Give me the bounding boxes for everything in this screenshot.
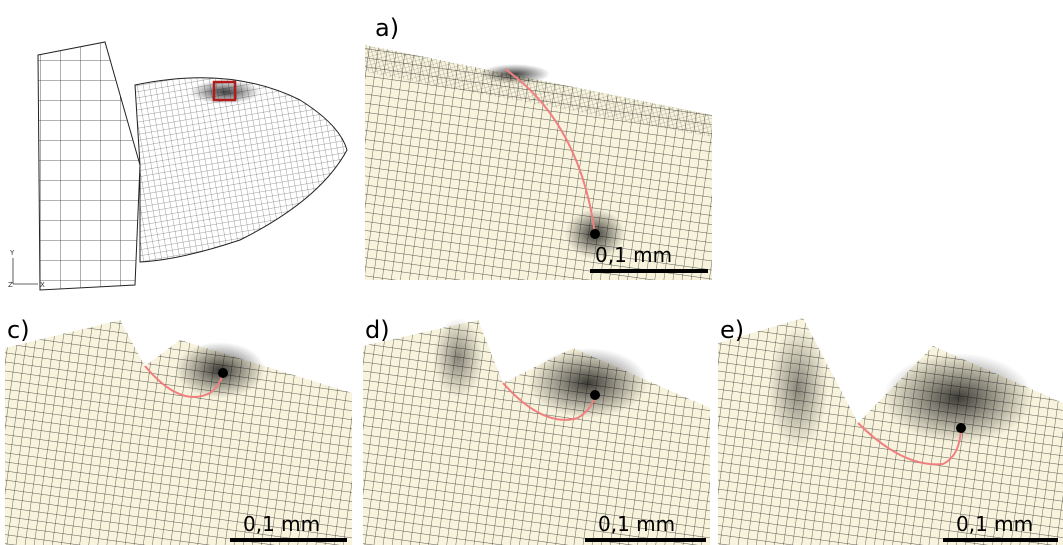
refined-zone [433,318,483,398]
scale-text: 0,1 mm [956,512,1033,536]
axis-label: Z [8,281,13,289]
crack-tip [956,423,966,433]
refined-zone [480,64,550,84]
crack-tip [218,368,228,378]
panel-e: e) 0,1 mm [718,316,1063,545]
scale-text: 0,1 mm [595,243,672,267]
panel-c: c) 0,1 mm [5,316,352,545]
refined-zone [768,328,828,448]
mesh-body [135,78,347,262]
panel-label: d) [365,316,390,344]
panel-label: e) [720,316,744,344]
crack-tip [590,390,600,400]
crack-tip [590,229,600,239]
axis-label: X [40,281,45,289]
scale-text: 0,1 mm [598,512,675,536]
panel-d: d) 0,1 mm [363,316,710,545]
refined-zone [528,348,648,418]
scale-text: 0,1 mm [243,512,320,536]
mesh-block [38,42,140,290]
axis-label: Y [9,249,15,257]
mesh [718,318,1063,545]
panel-label: a) [375,14,399,42]
figure: Y Z X a) 0,1 mm c) 0,1 mm d) 0,1 mm [0,0,1063,545]
panel-a: a) 0,1 mm [365,12,712,280]
panel-label: c) [7,316,30,344]
overview-panel: Y Z X [8,42,347,290]
